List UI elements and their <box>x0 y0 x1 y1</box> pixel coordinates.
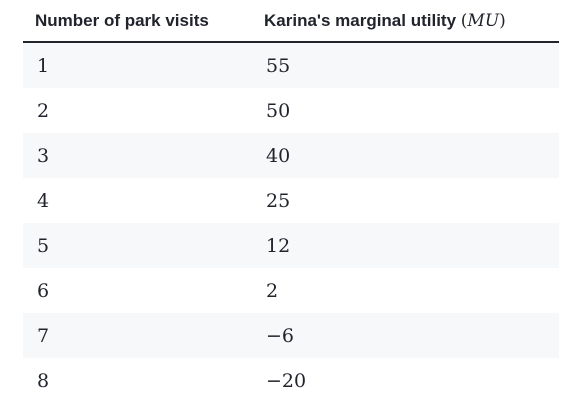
table-body: 1 55 2 50 3 40 4 25 5 12 6 2 <box>23 42 559 403</box>
header-open-paren: ( <box>460 10 468 31</box>
cell-marginal-utility: 55 <box>252 42 559 88</box>
cell-visits: 6 <box>23 268 252 313</box>
header-mu-symbol: MU <box>467 10 500 31</box>
cell-marginal-utility: 50 <box>252 88 559 133</box>
cell-visits: 5 <box>23 223 252 268</box>
cell-marginal-utility: 25 <box>252 178 559 223</box>
utility-table-container: Number of park visits Karina's marginal … <box>23 0 559 403</box>
table-row: 1 55 <box>23 42 559 88</box>
table-header: Number of park visits Karina's marginal … <box>23 0 559 43</box>
cell-marginal-utility: 2 <box>252 268 559 313</box>
cell-visits: 3 <box>23 133 252 178</box>
cell-marginal-utility: −6 <box>252 313 559 358</box>
cell-visits: 2 <box>23 88 252 133</box>
header-park-visits: Number of park visits <box>23 0 252 43</box>
marginal-utility-table: Number of park visits Karina's marginal … <box>23 0 559 403</box>
cell-marginal-utility: 12 <box>252 223 559 268</box>
header-marginal-utility: Karina's marginal utility (MU) <box>252 0 559 43</box>
table-row: 4 25 <box>23 178 559 223</box>
table-row: 6 2 <box>23 268 559 313</box>
header-marginal-utility-label: Karina's marginal utility <box>264 10 457 30</box>
cell-visits: 4 <box>23 178 252 223</box>
header-row: Number of park visits Karina's marginal … <box>23 0 559 43</box>
table-row: 8 −20 <box>23 358 559 403</box>
table-row: 7 −6 <box>23 313 559 358</box>
cell-marginal-utility: 40 <box>252 133 559 178</box>
cell-visits: 8 <box>23 358 252 403</box>
table-row: 2 50 <box>23 88 559 133</box>
table-row: 3 40 <box>23 133 559 178</box>
header-close-paren: ) <box>499 10 506 31</box>
cell-marginal-utility: −20 <box>252 358 559 403</box>
cell-visits: 1 <box>23 42 252 88</box>
cell-visits: 7 <box>23 313 252 358</box>
table-row: 5 12 <box>23 223 559 268</box>
